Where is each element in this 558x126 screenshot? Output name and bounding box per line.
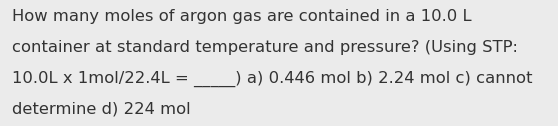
Text: determine d) 224 mol: determine d) 224 mol — [12, 101, 191, 116]
Text: 10.0L x 1mol/22.4L = _____) a) 0.446 mol b) 2.24 mol c) cannot: 10.0L x 1mol/22.4L = _____) a) 0.446 mol… — [12, 71, 533, 87]
Text: container at standard temperature and pressure? (Using STP:: container at standard temperature and pr… — [12, 40, 518, 55]
Text: How many moles of argon gas are contained in a 10.0 L: How many moles of argon gas are containe… — [12, 9, 472, 24]
